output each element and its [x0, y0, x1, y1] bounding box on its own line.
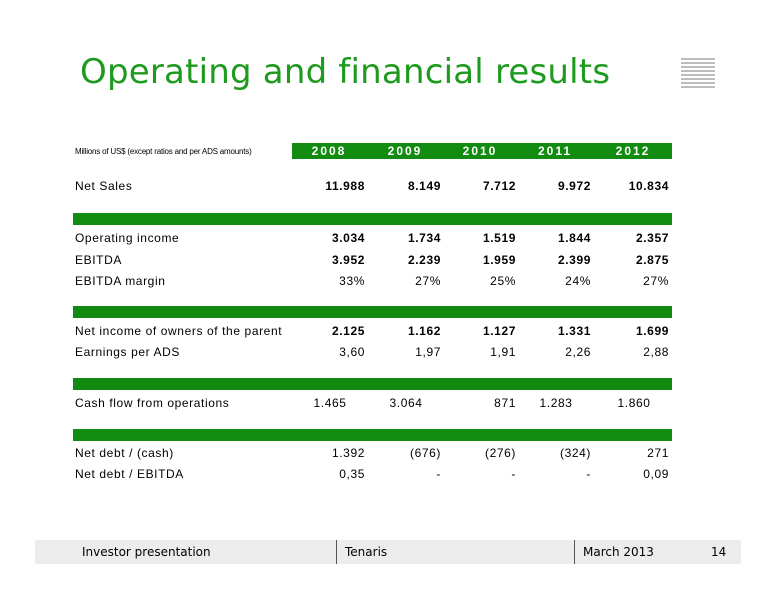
year-header: 2009 — [387, 144, 423, 158]
cell-value: 27% — [643, 274, 669, 288]
cell-value: 11.988 — [325, 179, 365, 193]
cell-value: 2,26 — [565, 345, 591, 359]
footer-date: March 2013 — [583, 545, 654, 559]
table-row-net-debt: Net debt / (cash) 1.392 (676) (276) (324… — [75, 444, 672, 464]
table-row-eps: Earnings per ADS 3,60 1,97 1,91 2,26 2,8… — [75, 343, 672, 363]
row-label: Net income of owners of the parent — [75, 324, 283, 338]
footer-bar: Investor presentation Tenaris March 2013… — [35, 540, 741, 564]
cell-value: 0,35 — [339, 467, 365, 481]
cell-value: (324) — [559, 446, 591, 460]
cell-value: 1.699 — [635, 324, 669, 338]
footer-divider — [574, 540, 575, 564]
cell-value: 2.239 — [407, 253, 441, 267]
cell-value: 27% — [415, 274, 441, 288]
cell-value: 1.519 — [482, 231, 516, 245]
cell-value: 1,91 — [490, 345, 516, 359]
table-row-ebitda: EBITDA 3.952 2.239 1.959 2.399 2.875 — [75, 251, 672, 271]
cell-value: 1.734 — [407, 231, 441, 245]
cell-value: 2.125 — [331, 324, 365, 338]
table-row-net-debt-ebitda: Net debt / EBITDA 0,35 - - - 0,09 — [75, 465, 672, 485]
row-label: Operating income — [75, 231, 180, 245]
cell-value: 1.392 — [331, 446, 365, 460]
cell-value: 1.959 — [482, 253, 516, 267]
cell-value: 10.834 — [628, 179, 669, 193]
cell-value: 8.149 — [407, 179, 441, 193]
section-divider — [73, 213, 672, 225]
year-header-bar: 2008 2009 2010 2011 2012 — [292, 143, 672, 159]
cell-value: 2.875 — [635, 253, 669, 267]
cell-value: (276) — [484, 446, 516, 460]
row-label: EBITDA margin — [75, 274, 166, 288]
footer-divider — [336, 540, 337, 564]
cell-value: - — [436, 467, 441, 481]
cell-value: 1.860 — [617, 396, 651, 410]
cell-value: 0,09 — [643, 467, 669, 481]
cell-value: 1.283 — [539, 396, 573, 410]
year-header: 2012 — [615, 144, 651, 158]
cell-value: - — [511, 467, 516, 481]
cell-value: 1.331 — [557, 324, 591, 338]
year-header: 2008 — [311, 144, 347, 158]
section-divider — [73, 378, 672, 390]
tenaris-logo-icon — [681, 58, 715, 90]
cell-value: 2,88 — [643, 345, 669, 359]
table-row-operating-income: Operating income 3.034 1.734 1.519 1.844… — [75, 229, 672, 249]
cell-value: 7.712 — [482, 179, 516, 193]
cell-value: 33% — [339, 274, 365, 288]
cell-value: 3.064 — [389, 396, 423, 410]
cell-value: 1.465 — [313, 396, 347, 410]
cell-value: 2.357 — [635, 231, 669, 245]
cell-value: 3,60 — [339, 345, 365, 359]
cell-value: 1.162 — [407, 324, 441, 338]
footer-company-label: Tenaris — [345, 545, 388, 559]
year-header: 2011 — [537, 144, 573, 158]
row-label: Net debt / EBITDA — [75, 467, 184, 481]
footer-presentation-label: Investor presentation — [82, 545, 211, 559]
cell-value: 24% — [565, 274, 591, 288]
row-label: Cash flow from operations — [75, 396, 230, 410]
cell-value: (676) — [409, 446, 441, 460]
cell-value: 1,97 — [415, 345, 441, 359]
row-label: Earnings per ADS — [75, 345, 180, 359]
year-header: 2010 — [462, 144, 498, 158]
cell-value: 1.844 — [557, 231, 591, 245]
cell-value: 271 — [647, 446, 669, 460]
table-row-net-sales: Net Sales 11.988 8.149 7.712 9.972 10.83… — [75, 177, 672, 197]
page-number: 14 — [711, 545, 727, 559]
cell-value: 25% — [490, 274, 516, 288]
cell-value: 1.127 — [482, 324, 516, 338]
row-label: Net debt / (cash) — [75, 446, 174, 460]
cell-value: 3.034 — [331, 231, 365, 245]
section-divider — [73, 429, 672, 441]
row-label: EBITDA — [75, 253, 122, 267]
section-divider — [73, 306, 672, 318]
page-title: Operating and financial results — [80, 52, 611, 92]
table-row-ebitda-margin: EBITDA margin 33% 27% 25% 24% 27% — [75, 272, 672, 292]
cell-value: 871 — [494, 396, 516, 410]
table-row-net-income: Net income of owners of the parent 2.125… — [75, 322, 672, 342]
cell-value: 2.399 — [557, 253, 591, 267]
units-note: Millions of US$ (except ratios and per A… — [75, 147, 252, 156]
row-label: Net Sales — [75, 179, 133, 193]
cell-value: 9.972 — [557, 179, 591, 193]
cell-value: - — [586, 467, 591, 481]
table-row-cash-flow: Cash flow from operations 1.465 3.064 87… — [75, 394, 672, 414]
cell-value: 3.952 — [331, 253, 365, 267]
